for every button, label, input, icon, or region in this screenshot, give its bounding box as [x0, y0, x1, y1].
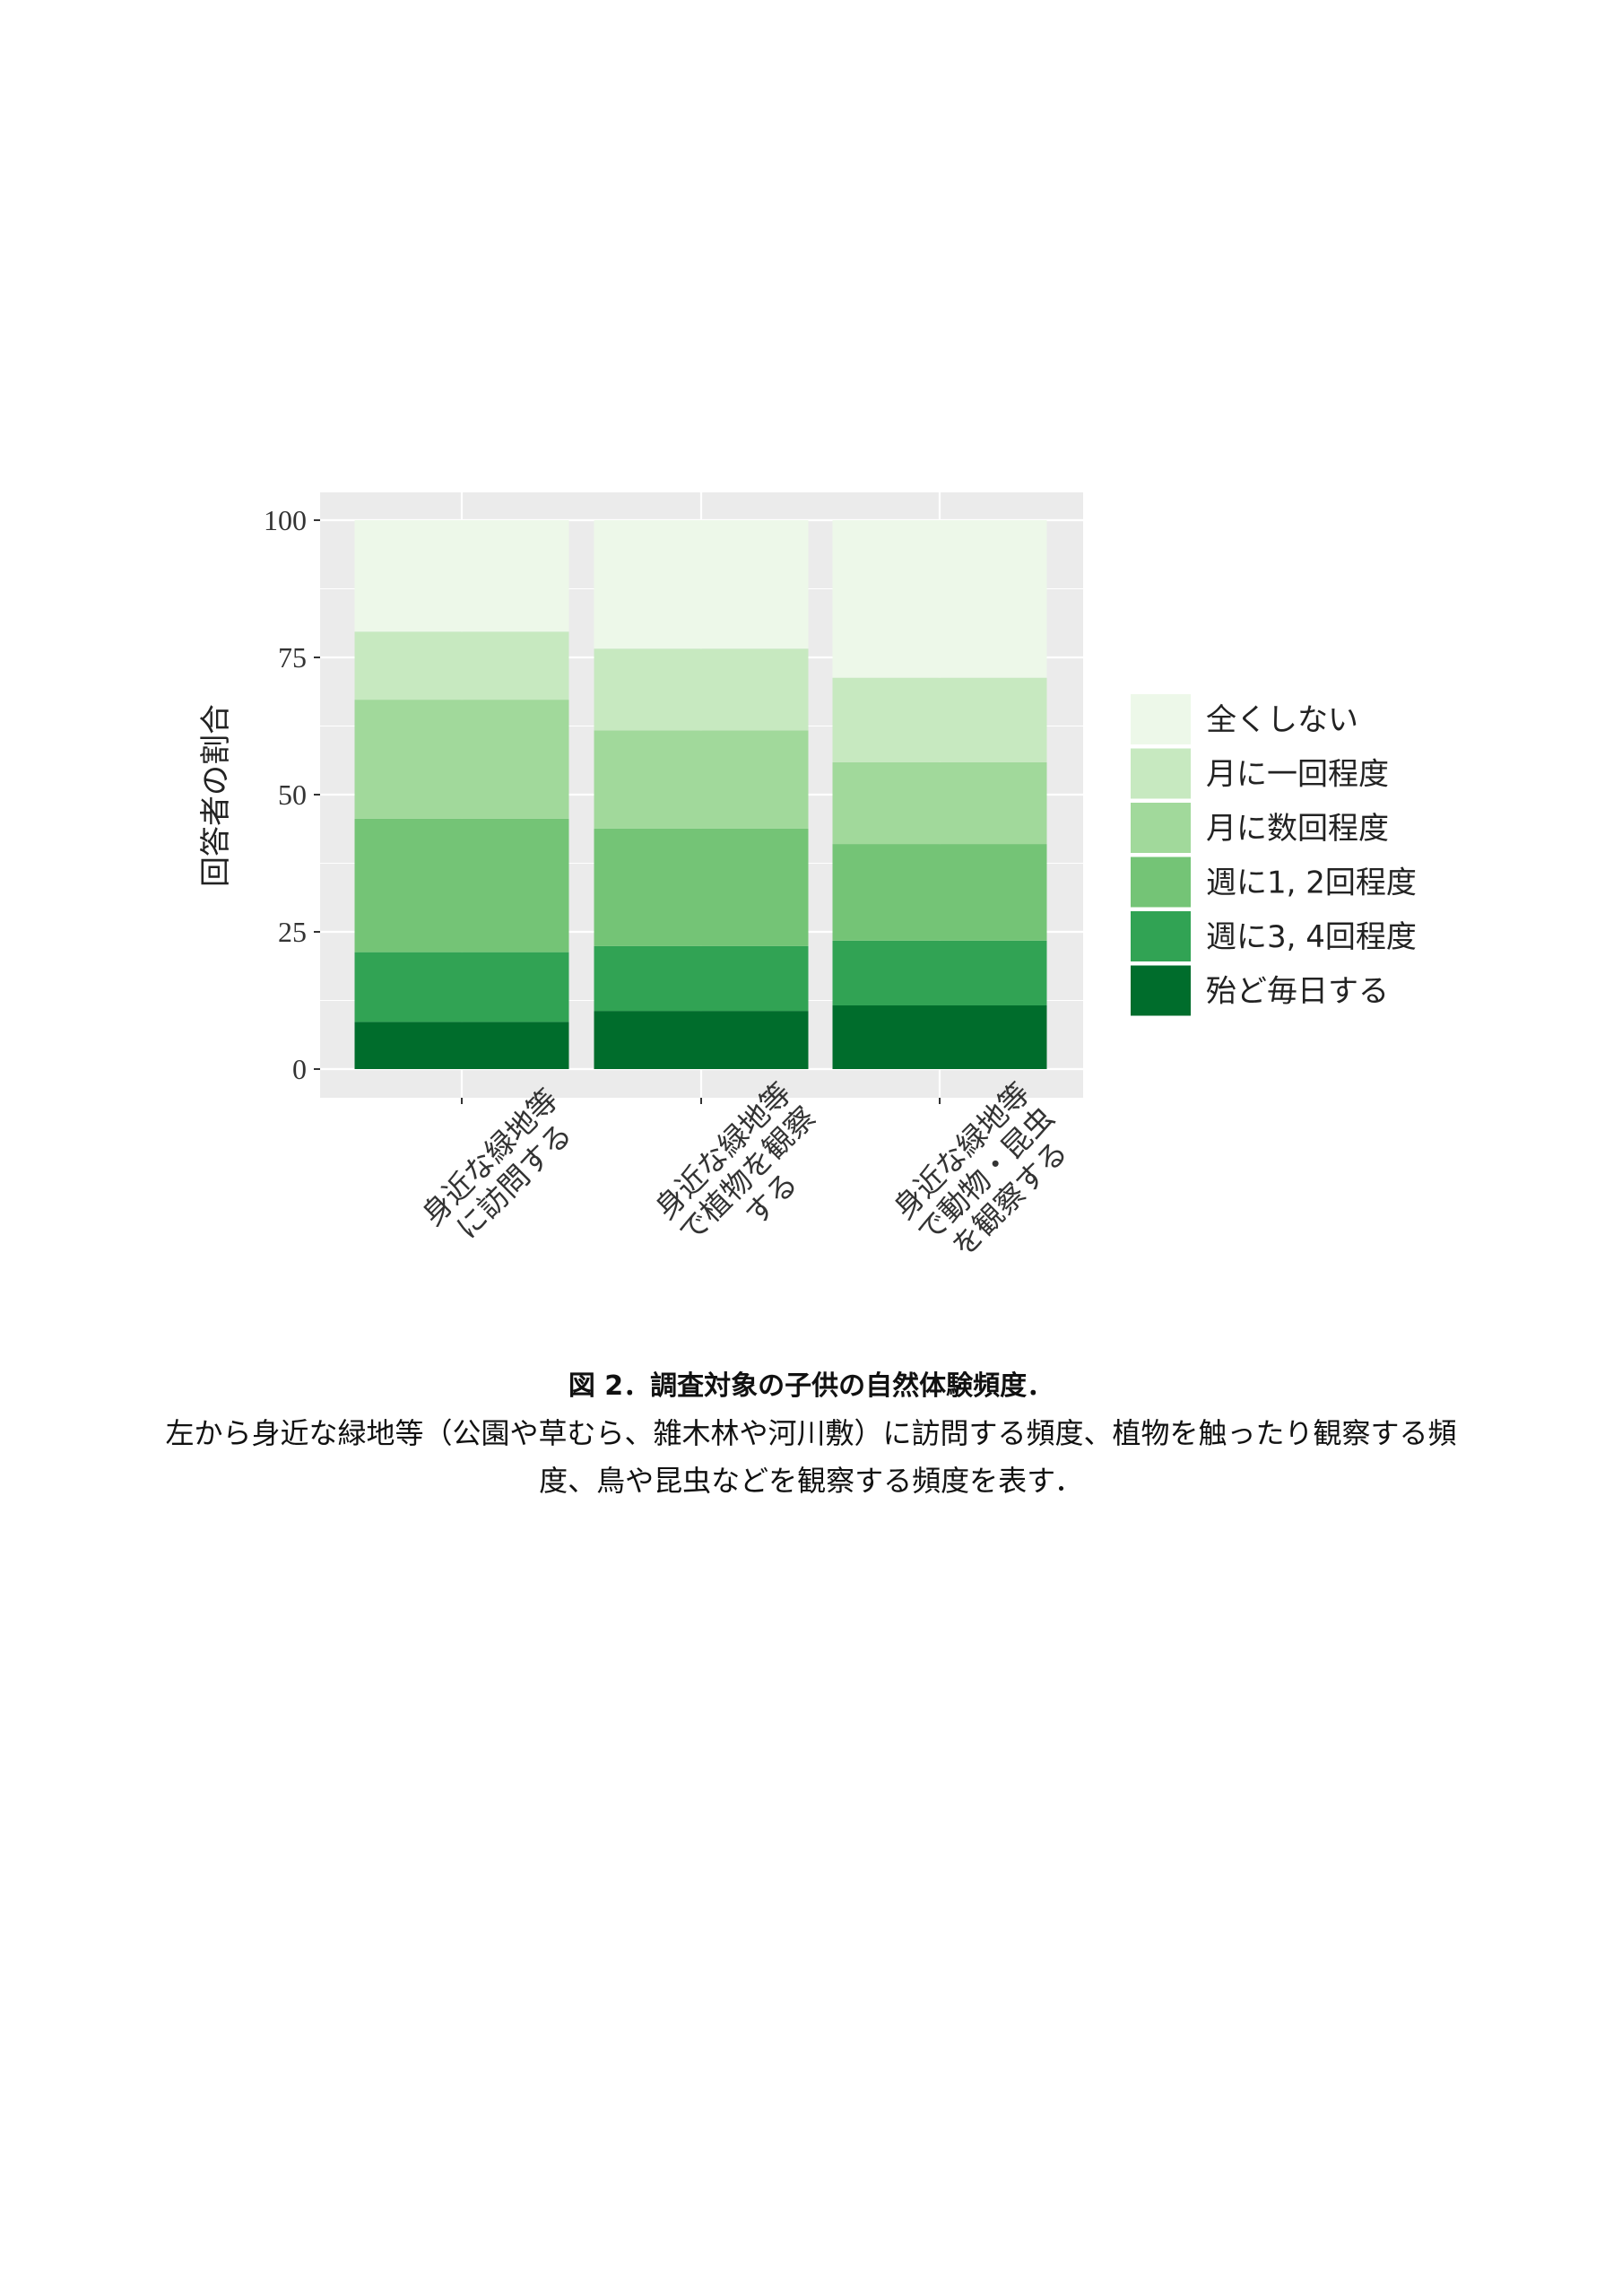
bar-segment [832, 520, 1047, 678]
figure-caption-title: 図 2．調査対象の子供の自然体験頻度． [568, 1370, 1054, 1402]
legend-label: 月に一回程度 [1206, 757, 1389, 793]
bar-segment [354, 952, 569, 1022]
y-tick-label: 0 [292, 1053, 307, 1085]
y-tick-label: 75 [278, 641, 307, 674]
legend-key [1129, 963, 1193, 1018]
bar-segment [594, 520, 809, 649]
legend-key [1129, 909, 1193, 963]
bar-segment [832, 677, 1047, 762]
bar-segment [354, 700, 569, 819]
legend-label: 月に数回程度 [1206, 811, 1389, 847]
figure-caption-body: 左から身近な緑地等（公園や草むら、雑木林や河川敷）に訪問する頻度、植物を触ったり… [165, 1416, 1457, 1498]
bar-segment [354, 818, 569, 952]
bar-segment [832, 761, 1047, 845]
bar-segment [594, 945, 809, 1012]
legend-label: 週に3, 4回程度 [1206, 919, 1417, 955]
legend-label: 全くしない [1206, 702, 1358, 738]
bar-segment [354, 1022, 569, 1069]
y-axis-title: 回答者の割合 [198, 704, 234, 887]
bar-segment [354, 520, 569, 632]
bar-segment [594, 828, 809, 946]
bar-segment [832, 844, 1047, 941]
y-tick-label: 50 [278, 778, 307, 811]
legend-label: 殆ど毎日する [1206, 974, 1389, 1010]
bar-segment [594, 1011, 809, 1069]
bar-segment [354, 631, 569, 700]
legend-key [1129, 801, 1193, 855]
y-tick-label: 25 [278, 916, 307, 948]
y-tick-label: 100 [264, 504, 307, 536]
legend-label: 週に1, 2回程度 [1206, 865, 1417, 901]
legend-key [1129, 692, 1193, 746]
bar-segment [832, 1005, 1047, 1069]
bar-segment [832, 940, 1047, 1006]
legend-key [1129, 746, 1193, 801]
bar-segment [594, 648, 809, 731]
legend-key [1129, 855, 1193, 909]
bar-segment [594, 730, 809, 829]
